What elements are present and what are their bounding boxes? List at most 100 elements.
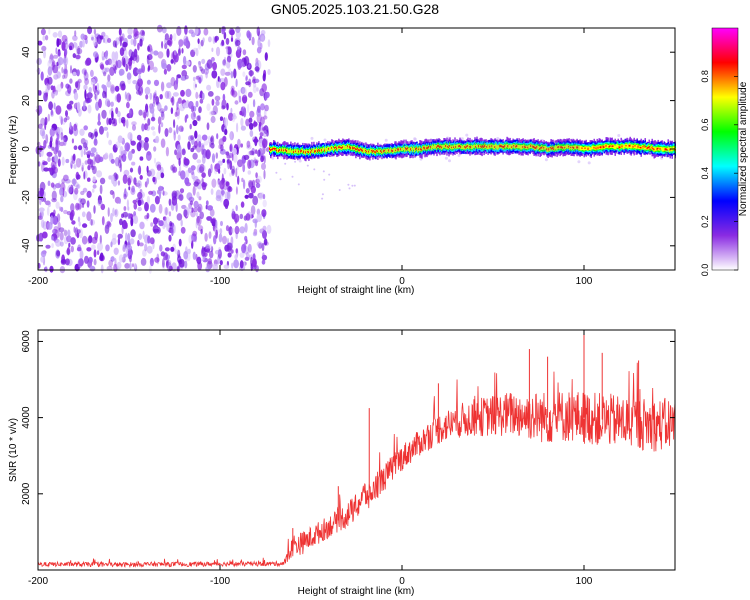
noise-dot — [192, 145, 197, 150]
noise-dot — [208, 231, 212, 239]
noise-dot — [178, 194, 184, 201]
noise-dot — [225, 225, 230, 232]
noise-dot — [251, 36, 255, 46]
noise-dot — [231, 262, 234, 269]
noise-dot — [45, 200, 51, 206]
noise-dot — [112, 40, 117, 48]
noise-dot — [228, 112, 234, 122]
noise-dot — [242, 94, 248, 104]
noise-dot — [65, 158, 70, 164]
signal-band-segment — [408, 147, 410, 151]
noise-dot — [73, 164, 77, 169]
signal-band-segment — [615, 144, 617, 150]
noise-dot — [128, 109, 132, 118]
noise-dot — [228, 226, 233, 236]
noise-dot — [261, 83, 268, 93]
signal-band-segment — [301, 149, 303, 152]
noise-dot — [155, 135, 160, 144]
noise-dot — [195, 75, 200, 80]
noise-dot — [160, 138, 166, 148]
noise-dot — [106, 131, 109, 139]
noise-dot — [223, 117, 229, 128]
signal-band-segment — [317, 149, 319, 153]
noise-dot — [103, 71, 107, 77]
signal-band-segment — [308, 151, 310, 154]
noise-dot — [226, 55, 232, 63]
noise-dot — [196, 115, 201, 121]
noise-dot — [211, 217, 217, 226]
noise-dot — [124, 222, 128, 229]
noise-dot — [59, 115, 62, 120]
signal-band-segment — [653, 148, 655, 151]
noise-dot — [168, 211, 172, 217]
noise-dot — [203, 140, 209, 146]
noise-dot — [115, 60, 118, 70]
noise-dot — [46, 206, 50, 216]
noise-dot — [105, 60, 110, 66]
signal-band-segment — [319, 149, 321, 152]
noise-dot — [218, 138, 225, 147]
noise-dot — [158, 103, 162, 112]
noise-dot — [226, 245, 232, 253]
noise-dot — [144, 243, 148, 252]
signal-band-segment — [565, 145, 567, 150]
noise-dot — [220, 81, 226, 91]
noise-dot — [205, 200, 209, 206]
y-tick-label: -40 — [21, 238, 32, 253]
signal-band-segment — [616, 143, 618, 148]
noise-dot — [114, 209, 117, 216]
noise-dot — [176, 151, 182, 161]
signal-band-segment — [534, 146, 536, 149]
noise-dot — [201, 68, 205, 74]
noise-dot — [185, 114, 189, 119]
noise-dot — [52, 32, 58, 38]
noise-dot — [178, 170, 181, 176]
signal-band-segment — [515, 145, 517, 148]
snr-x-label: Height of straight line (km) — [298, 586, 415, 597]
noise-dot — [197, 225, 204, 232]
noise-dot — [192, 76, 196, 82]
signal-band-segment — [566, 144, 568, 149]
signal-band-segment — [606, 144, 608, 148]
signal-band-segment — [536, 145, 538, 148]
signal-band-segment — [608, 145, 610, 148]
noise-dot — [160, 81, 165, 92]
signal-band-segment — [365, 149, 367, 152]
noise-dot — [267, 39, 271, 48]
noise-dot — [84, 255, 89, 264]
noise-dot — [156, 171, 161, 180]
noise-dot — [116, 110, 121, 118]
noise-dot — [161, 111, 165, 121]
noise-dot — [97, 121, 101, 126]
noise-dot — [127, 177, 131, 186]
noise-dot — [617, 134, 621, 137]
noise-dot — [56, 213, 61, 223]
signal-band-segment — [572, 146, 574, 149]
signal-band-segment — [552, 146, 554, 149]
noise-dot — [248, 122, 254, 130]
noise-dot — [218, 233, 223, 243]
signal-band-segment — [531, 144, 533, 149]
noise-dot — [261, 209, 267, 218]
signal-band-segment — [568, 145, 570, 148]
signal-band-segment — [473, 144, 475, 148]
noise-dot — [351, 184, 354, 187]
signal-band-segment — [355, 148, 357, 151]
signal-band-segment — [533, 145, 535, 149]
signal-band-segment — [585, 146, 587, 150]
noise-dot — [210, 142, 215, 149]
noise-dot — [240, 143, 243, 148]
signal-band-segment — [371, 149, 373, 152]
noise-dot — [180, 226, 186, 234]
noise-dot — [161, 41, 164, 49]
noise-dot — [229, 144, 232, 152]
spectrogram-x-ticks: -200 -100 0 100 — [28, 28, 593, 287]
signal-band-segment — [311, 149, 313, 152]
noise-dot — [42, 161, 48, 166]
noise-dot — [153, 50, 159, 56]
signal-band-segment — [622, 144, 624, 149]
noise-dot — [233, 153, 238, 163]
signal-band-segment — [661, 147, 663, 152]
signal-band-segment — [665, 148, 667, 150]
signal-band-segment — [610, 144, 612, 148]
